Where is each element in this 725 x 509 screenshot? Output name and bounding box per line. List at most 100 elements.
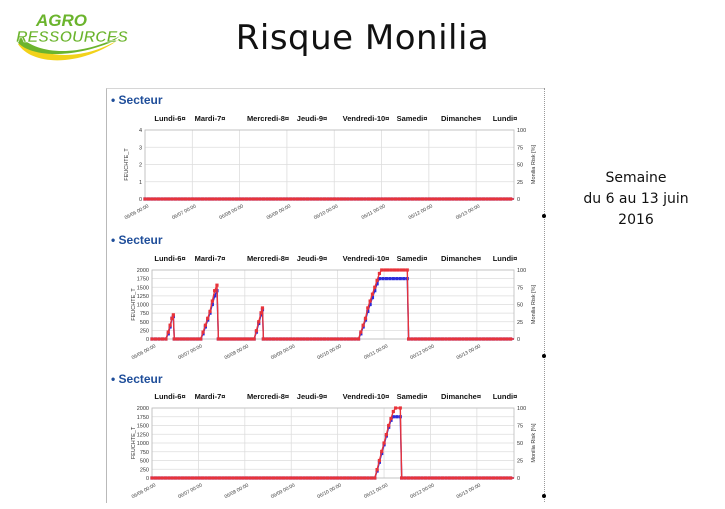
- risk-point: [305, 337, 310, 341]
- humidity-point: [388, 277, 392, 281]
- agro-ressources-logo: AGRO RESSOURCES: [16, 11, 129, 61]
- risk-point: [326, 197, 330, 201]
- humidity-point: [391, 415, 395, 419]
- risk-point: [173, 197, 178, 201]
- risk-point: [329, 476, 333, 480]
- risk-point: [204, 197, 208, 201]
- risk-point: [221, 476, 225, 480]
- risk-point: [258, 197, 262, 201]
- risk-point: [363, 197, 367, 201]
- risk-point: [454, 476, 458, 480]
- risk-point: [248, 197, 252, 201]
- y-right-tick-label: 0: [517, 476, 520, 482]
- risk-point: [349, 476, 353, 480]
- risk-point: [325, 476, 330, 480]
- y-axis-label: FEUCHTE_T: [124, 148, 130, 181]
- risk-point: [485, 337, 489, 341]
- day-header: Mardi-7¤: [195, 254, 226, 263]
- x-tick-label: 06/06 00:00: [131, 482, 157, 500]
- risk-point: [434, 476, 438, 480]
- risk-point: [238, 476, 242, 480]
- risk-point: [441, 197, 445, 201]
- risk-point: [223, 337, 227, 341]
- risk-point: [392, 268, 397, 272]
- risk-point: [228, 197, 232, 201]
- risk-point: [413, 337, 418, 341]
- risk-point: [382, 441, 386, 445]
- risk-point: [285, 197, 289, 201]
- risk-point: [234, 197, 239, 201]
- risk-point: [242, 337, 246, 341]
- risk-point: [505, 476, 509, 480]
- risk-point: [195, 337, 200, 341]
- week-note-line: du 6 au 13 juin: [583, 191, 689, 207]
- risk-point: [387, 423, 391, 428]
- x-tick-label: 06/08 00:00: [224, 482, 250, 500]
- risk-point: [251, 197, 255, 201]
- risk-point: [430, 476, 434, 480]
- risk-point: [366, 306, 370, 310]
- humidity-series-line: [152, 277, 514, 340]
- x-tick-label: 06/07 00:00: [177, 343, 203, 361]
- risk-point: [246, 337, 250, 341]
- week-note: Semaine du 6 au 13 juin 2016: [574, 168, 698, 231]
- risk-point: [343, 197, 347, 201]
- risk-point: [397, 197, 401, 201]
- risk-point: [400, 197, 404, 201]
- risk-point: [172, 337, 176, 341]
- risk-point: [451, 337, 455, 341]
- x-tick-label: 06/13 00:00: [455, 203, 481, 221]
- risk-point: [268, 197, 272, 201]
- risk-point: [391, 409, 395, 414]
- humidity-point: [368, 302, 372, 307]
- risk-point: [420, 476, 424, 480]
- risk-point: [377, 271, 382, 276]
- risk-point: [143, 197, 147, 201]
- risk-point: [197, 197, 201, 201]
- y-right-tick-label: 25: [517, 320, 523, 326]
- risk-point: [190, 197, 194, 201]
- risk-point: [407, 197, 411, 201]
- risk-point: [406, 476, 411, 480]
- risk-point: [427, 476, 431, 480]
- y-tick-label: 500: [140, 320, 149, 326]
- risk-point: [194, 476, 198, 480]
- humidity-point: [370, 296, 375, 300]
- risk-point: [471, 337, 475, 341]
- bullet-dot: [542, 354, 546, 358]
- y-tick-label: 0: [139, 197, 142, 203]
- y-tick-label: 250: [140, 467, 149, 473]
- slide-title: Risque Monilia: [235, 18, 490, 58]
- risk-point: [488, 476, 492, 480]
- risk-point: [417, 337, 421, 341]
- y-tick-label: 750: [140, 311, 149, 317]
- risk-point: [187, 476, 191, 480]
- chart-frame-edge: [544, 88, 545, 502]
- risk-point: [292, 476, 296, 480]
- risk-point: [464, 337, 469, 341]
- humidity-point: [381, 277, 385, 281]
- risk-point: [417, 197, 421, 201]
- risk-point: [346, 337, 350, 341]
- day-header: Mercredi-8¤: [247, 114, 289, 123]
- chart-frame: [106, 88, 545, 503]
- risk-point: [322, 476, 326, 480]
- risk-point: [427, 197, 431, 201]
- risk-point: [356, 337, 361, 341]
- y-tick-label: 1500: [137, 285, 149, 291]
- risk-point: [495, 197, 499, 201]
- risk-point: [177, 197, 181, 201]
- risk-point: [505, 337, 509, 341]
- risk-point: [363, 476, 367, 480]
- risk-point: [187, 197, 191, 201]
- y-right-tick-label: 50: [517, 163, 523, 169]
- y-tick-label: 1500: [137, 424, 149, 430]
- risk-point: [413, 476, 417, 480]
- risk-point: [370, 292, 375, 296]
- risk-point: [224, 197, 228, 201]
- risk-point: [203, 323, 207, 327]
- risk-point: [244, 197, 249, 201]
- x-tick-label: 06/13 00:00: [456, 482, 482, 500]
- y-axis-label: FEUCHTE_T: [131, 426, 137, 459]
- risk-point: [309, 337, 313, 341]
